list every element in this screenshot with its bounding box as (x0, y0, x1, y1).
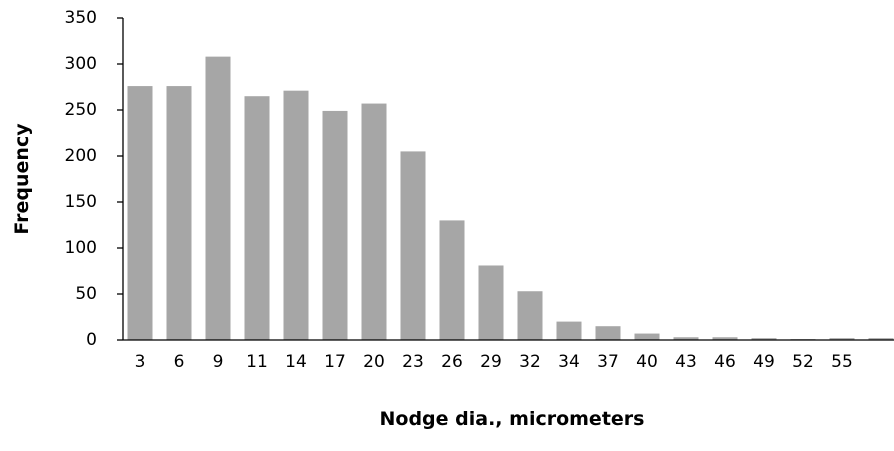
x-tick-label: 40 (636, 352, 658, 372)
y-tick-label: 200 (65, 146, 97, 166)
bar (634, 333, 660, 340)
y-tick-label: 350 (65, 8, 97, 28)
x-ticks-group: 3 6 9 11 14 17 20 23 26 29 32 34 37 40 43 46 49 52 55 (135, 352, 853, 372)
x-tick-label: 46 (714, 352, 736, 372)
x-tick-label: 29 (480, 352, 502, 372)
x-tick-label: 14 (285, 352, 307, 372)
bar (829, 338, 855, 340)
x-tick-label: 26 (441, 352, 463, 372)
bar (478, 265, 504, 340)
y-tick-label: 250 (65, 100, 97, 120)
x-tick-label: 3 (135, 352, 146, 372)
bar (244, 96, 270, 340)
bar (517, 291, 543, 340)
bar (205, 56, 231, 340)
x-tick-label: 37 (597, 352, 619, 372)
bar (322, 110, 348, 340)
x-tick-label: 43 (675, 352, 697, 372)
x-tick-label: 49 (753, 352, 775, 372)
y-tick-label: 300 (65, 54, 97, 74)
y-tick-label: 150 (65, 192, 97, 212)
bar (439, 220, 465, 340)
bar (751, 338, 777, 340)
axes-group (122, 18, 894, 341)
y-tick-label: 100 (65, 238, 97, 258)
bar (127, 86, 153, 340)
y-tick-label: 50 (75, 284, 97, 304)
x-tick-label: 11 (246, 352, 268, 372)
y-ticks-group: 0 50 100 150 200 250 300 350 (65, 8, 123, 350)
x-tick-label: 34 (558, 352, 580, 372)
bar (712, 337, 738, 340)
x-tick-label: 32 (519, 352, 541, 372)
bar (283, 90, 309, 341)
bar (673, 337, 699, 340)
bar (400, 151, 426, 340)
bar (166, 86, 192, 340)
x-tick-label: 55 (831, 352, 853, 372)
bar (556, 321, 582, 340)
x-tick-label: 23 (402, 352, 424, 372)
y-tick-label: 0 (86, 330, 97, 350)
x-axis-title: Nodge dia., micrometers (380, 408, 645, 430)
bar (868, 338, 894, 340)
bar (361, 103, 387, 340)
x-tick-label: 20 (363, 352, 385, 372)
x-tick-label: 52 (792, 352, 814, 372)
x-tick-label: 6 (174, 352, 185, 372)
bars-group (127, 56, 894, 341)
x-tick-label: 9 (213, 352, 224, 372)
bar (595, 326, 621, 340)
y-axis-title: Frequency (11, 123, 33, 235)
x-tick-label: 17 (324, 352, 346, 372)
